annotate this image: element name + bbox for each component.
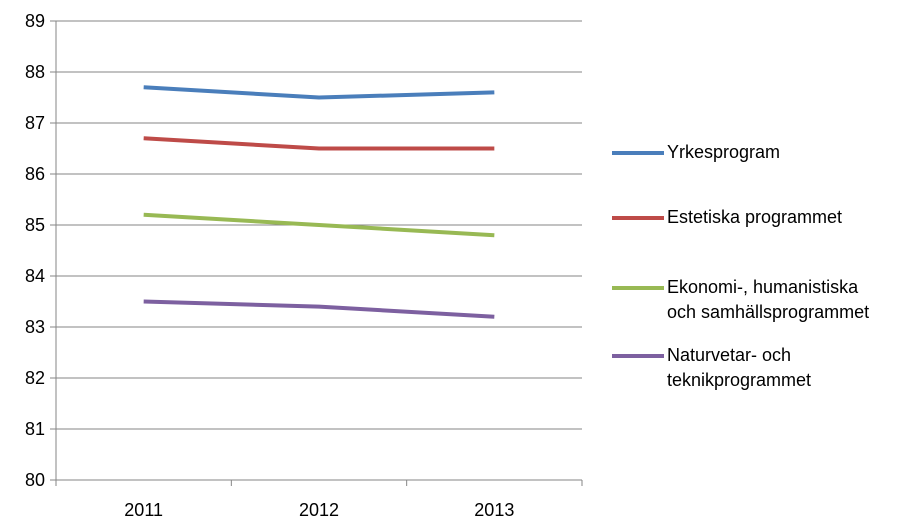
legend-label-naturvetar: Naturvetar- och teknikprogrammet: [667, 345, 812, 390]
y-tick-label-89: 89: [25, 11, 45, 31]
series-line-1: [143, 136, 495, 151]
x-axis-ticks: 2011 2012 2013: [55, 480, 583, 519]
y-tick-label-84: 84: [25, 266, 45, 286]
series-lines: [143, 85, 495, 319]
legend-swatch-naturvetar: [612, 354, 664, 358]
series-line-0: [143, 85, 495, 100]
series-line-3: [143, 299, 495, 319]
y-tick-label-85: 85: [25, 215, 45, 235]
legend-item-yrkesprogram: Yrkesprogram: [612, 140, 780, 165]
y-axis-ticks: 80 81 82 83 84 85 86 87 88 89: [25, 11, 56, 490]
x-tick-label-2011: 2011: [124, 500, 163, 519]
y-tick-label-88: 88: [25, 62, 45, 82]
legend-swatch-yrkesprogram: [612, 151, 664, 155]
y-tick-label-83: 83: [25, 317, 45, 337]
x-tick-label-2012: 2012: [299, 500, 339, 519]
y-tick-label-87: 87: [25, 113, 45, 133]
y-tick-label-82: 82: [25, 368, 45, 388]
y-tick-label-81: 81: [25, 419, 45, 439]
axes: [55, 21, 582, 481]
legend-swatch-estetiska: [612, 216, 664, 220]
series-line-2: [143, 212, 495, 238]
legend-label-yrkesprogram: Yrkesprogram: [667, 142, 781, 162]
legend-label-estetiska: Estetiska programmet: [667, 207, 843, 227]
legend-swatch-ekonomi: [612, 286, 664, 290]
legend-item-ekonomi: Ekonomi-, humanistiska och samhällsprogr…: [612, 275, 869, 325]
y-tick-label-86: 86: [25, 164, 45, 184]
legend-label-ekonomi: Ekonomi-, humanistiska och samhällsprogr…: [667, 277, 870, 322]
y-tick-label-80: 80: [25, 470, 45, 490]
legend-item-estetiska: Estetiska programmet: [612, 205, 842, 230]
x-tick-label-2013: 2013: [474, 500, 514, 519]
legend-item-naturvetar: Naturvetar- och teknikprogrammet: [612, 343, 811, 393]
